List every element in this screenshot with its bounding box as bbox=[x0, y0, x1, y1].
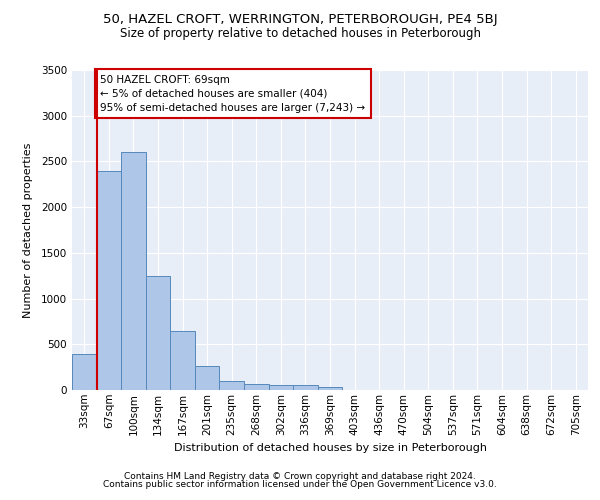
Text: 50, HAZEL CROFT, WERRINGTON, PETERBOROUGH, PE4 5BJ: 50, HAZEL CROFT, WERRINGTON, PETERBOROUG… bbox=[103, 12, 497, 26]
X-axis label: Distribution of detached houses by size in Peterborough: Distribution of detached houses by size … bbox=[173, 443, 487, 453]
Y-axis label: Number of detached properties: Number of detached properties bbox=[23, 142, 32, 318]
Bar bbox=[170, 332, 195, 390]
Text: Contains public sector information licensed under the Open Government Licence v3: Contains public sector information licen… bbox=[103, 480, 497, 489]
Bar bbox=[72, 354, 97, 390]
Bar bbox=[97, 170, 121, 390]
Text: Size of property relative to detached houses in Peterborough: Size of property relative to detached ho… bbox=[119, 28, 481, 40]
Bar bbox=[269, 384, 293, 390]
Bar bbox=[244, 384, 269, 390]
Bar bbox=[293, 386, 318, 390]
Text: 50 HAZEL CROFT: 69sqm
← 5% of detached houses are smaller (404)
95% of semi-deta: 50 HAZEL CROFT: 69sqm ← 5% of detached h… bbox=[100, 74, 365, 112]
Bar bbox=[121, 152, 146, 390]
Bar bbox=[220, 381, 244, 390]
Bar bbox=[195, 366, 220, 390]
Text: Contains HM Land Registry data © Crown copyright and database right 2024.: Contains HM Land Registry data © Crown c… bbox=[124, 472, 476, 481]
Bar bbox=[146, 276, 170, 390]
Bar bbox=[318, 387, 342, 390]
